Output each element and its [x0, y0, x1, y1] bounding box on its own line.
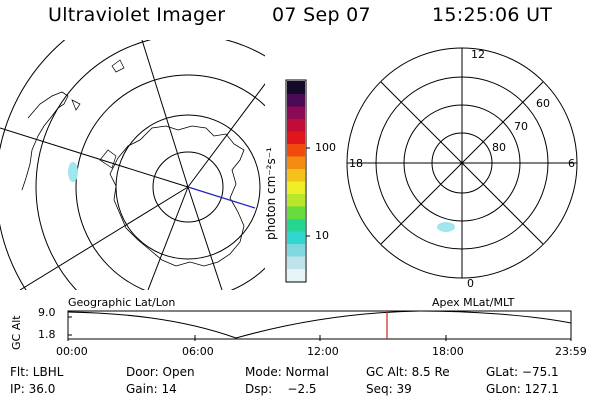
colorbar-segment	[287, 193, 305, 207]
xtick-0600: 06:00	[182, 345, 214, 358]
colorbar-segment	[287, 256, 305, 269]
colorbar-segment	[287, 268, 305, 282]
status-filter: Flt: LBHL	[10, 365, 64, 379]
colorbar-segment	[287, 243, 305, 257]
colorbar-segment	[287, 218, 305, 232]
xtick-2359: 23:59	[555, 345, 587, 358]
colorbar-segment	[287, 143, 305, 157]
date-label: 07 Sep 07	[272, 4, 371, 26]
status-gain: Gain: 14	[126, 382, 177, 396]
status-gc-alt: GC Alt: 8.5 Re	[366, 365, 450, 379]
colorbar-tick-100: 100	[315, 141, 336, 154]
colorbar-segment	[287, 81, 305, 94]
xtick-0000: 00:00	[56, 345, 88, 358]
mlt-map-label: Apex MLat/MLT	[432, 296, 515, 309]
colorbar-segment	[287, 231, 305, 244]
mlat-label-60: 60	[536, 97, 550, 110]
mlt-label-18: 18	[349, 157, 363, 170]
mlt-label-6: 6	[568, 157, 575, 170]
status-ip: IP: 36.0	[10, 382, 56, 396]
mlat-label-80: 80	[492, 141, 506, 154]
status-seq: Seq: 39	[366, 382, 412, 396]
status-glat: GLat: −75.1	[486, 365, 559, 379]
mlt-label-12: 12	[471, 48, 485, 61]
status-mode: Mode: Normal	[245, 365, 329, 379]
time-label: 15:25:06 UT	[432, 4, 553, 26]
colorbar-frame	[285, 79, 307, 283]
colorbar-segment	[287, 181, 305, 194]
colorbar	[287, 81, 305, 282]
geo-map-label: Geographic Lat/Lon	[68, 296, 176, 309]
aurora-blob-mlt	[437, 222, 455, 232]
status-dsp: Dsp: −2.5	[245, 382, 317, 396]
aurora-blob-geographic	[68, 162, 78, 182]
status-glon: GLon: 127.1	[486, 382, 559, 396]
altitude-plot	[67, 310, 572, 341]
xtick-1200: 12:00	[307, 345, 339, 358]
colorbar-segment	[287, 93, 305, 107]
status-door: Door: Open	[126, 365, 195, 379]
colorbar-unit-label: photon cm⁻²s⁻¹	[264, 147, 278, 240]
mlt-label-0: 0	[467, 277, 474, 290]
altitude-ytick-top: 9.0	[38, 306, 56, 319]
xtick-1800: 18:00	[432, 345, 464, 358]
colorbar-tick-10: 10	[315, 229, 329, 242]
app-title: Ultraviolet Imager	[48, 4, 226, 26]
mlt-polar-map	[346, 47, 578, 279]
altitude-ylabel: GC Alt	[10, 315, 23, 350]
colorbar-segment	[287, 118, 305, 132]
geographic-map	[0, 40, 265, 290]
colorbar-segment	[287, 156, 305, 169]
mlat-label-70: 70	[514, 120, 528, 133]
colorbar-segment	[287, 168, 305, 182]
colorbar-segment	[287, 131, 305, 144]
colorbar-segment	[287, 106, 305, 119]
colorbar-segment	[287, 206, 305, 219]
altitude-ytick-bottom: 1.8	[38, 328, 56, 341]
